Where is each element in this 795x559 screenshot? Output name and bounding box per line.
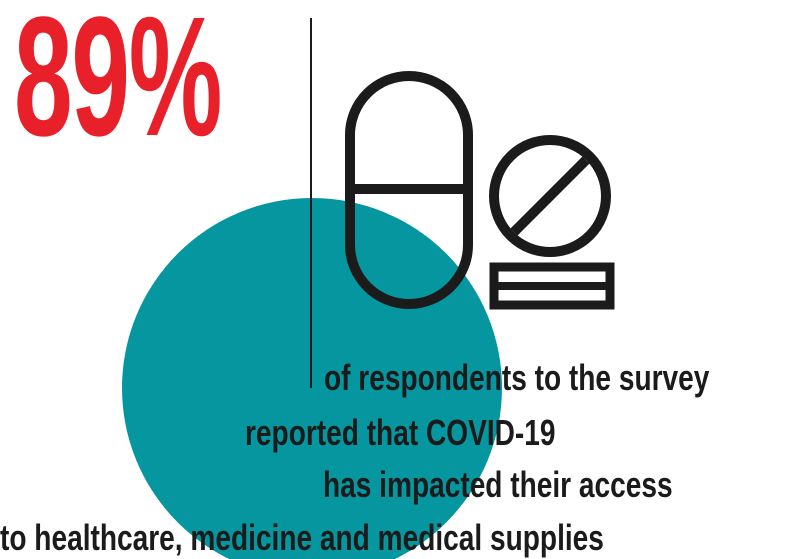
caption-line-2: reported that COVID-19	[245, 412, 556, 453]
headline-percentage: 89%	[14, 0, 222, 172]
caption-line-1: of respondents to the survey	[324, 357, 710, 398]
caption-line-4: to healthcare, medicine and medical supp…	[0, 517, 604, 558]
vertical-divider	[310, 18, 312, 388]
teal-circle	[122, 198, 502, 559]
caption-line-3: has impacted their access	[323, 464, 673, 505]
